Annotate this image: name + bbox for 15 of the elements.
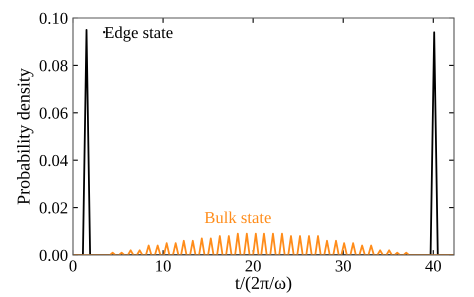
legend-label: Edge state [104,26,173,42]
x-tick-label: 40 [425,260,441,272]
x-tick-label: 20 [246,260,261,272]
y-axis-title: Probability density [16,68,34,204]
x-axis-title: t/(2π/ω) [235,276,292,293]
y-tick-label: 0.04 [40,154,68,166]
y-tick-label: 0.02 [40,202,68,214]
y-tick-label: 0.08 [40,60,68,72]
x-tick-label: 30 [336,260,351,272]
y-tick-label: 0.06 [40,108,68,119]
x-tick-label: 10 [156,260,171,272]
y-tick-label: 0.10 [40,12,68,24]
x-tick-label: 0 [69,260,77,272]
series-label: Bulk state [204,211,271,224]
y-tick-label: 0.00 [40,250,68,262]
